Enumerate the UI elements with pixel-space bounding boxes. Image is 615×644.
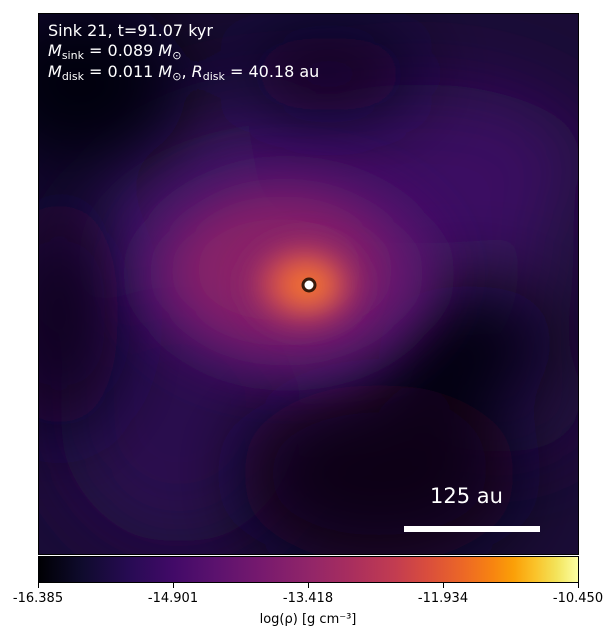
colorbar-tick-label: -16.385: [12, 591, 64, 606]
colorbar-tick: [578, 583, 579, 588]
colorbar-tick: [308, 583, 309, 588]
colorbar-tick: [173, 583, 174, 588]
colorbar-tick: [38, 583, 39, 588]
colorbar-tick-label: -13.418: [282, 591, 334, 606]
sink-title: Sink 21, t=91.07 kyr: [48, 21, 213, 40]
colorbar-tick-label: -10.450: [552, 591, 604, 606]
scale-bar: [404, 526, 540, 532]
colorbar-tick-label: -14.901: [147, 591, 199, 606]
disk-properties-line: Mdisk = 0.011 M⊙, Rdisk = 40.18 au: [48, 62, 320, 83]
colorbar-label: log(ρ) [g cm⁻³]: [259, 612, 357, 627]
density-map-image: [39, 14, 578, 554]
colorbar: [38, 556, 579, 583]
scale-bar-label: 125 au: [430, 484, 503, 508]
colorbar-tick: [443, 583, 444, 588]
sink-mass-line: Msink = 0.089 M⊙: [48, 41, 182, 62]
sink-marker: [301, 277, 317, 293]
density-map-panel: Sink 21, t=91.07 kyr Msink = 0.089 M⊙ Md…: [38, 13, 579, 555]
colorbar-tick-label: -11.934: [417, 591, 469, 606]
